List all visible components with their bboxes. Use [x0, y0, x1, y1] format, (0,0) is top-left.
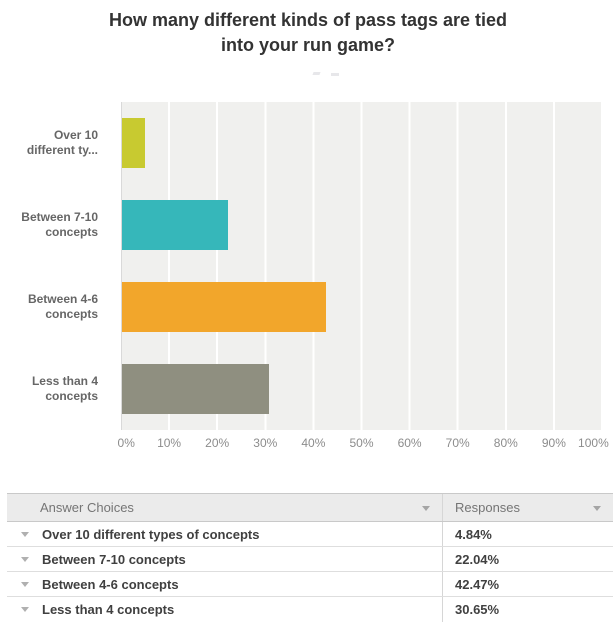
table-row: Between 4-6 concepts 42.47% [7, 572, 613, 597]
caret-down-icon[interactable] [21, 607, 29, 612]
table-header-row: Answer Choices Responses [7, 494, 613, 522]
x-axis-tick: 50% [349, 436, 374, 450]
x-axis-tick: 10% [157, 436, 182, 450]
x-axis-tick: 80% [493, 436, 518, 450]
faint-watermark [312, 70, 353, 78]
table-row: Over 10 different types of concepts 4.84… [7, 522, 613, 547]
category-label: Between 7-10 concepts [21, 210, 98, 239]
answer-cell: Between 7-10 concepts [7, 547, 443, 571]
x-axis-tick: 40% [301, 436, 326, 450]
answer-text: Over 10 different types of concepts [42, 526, 260, 542]
y-axis-category-labels: Over 10 different ty... Between 7-10 con… [0, 102, 98, 430]
bar-row [122, 348, 602, 430]
answer-cell: Between 4-6 concepts [7, 572, 443, 596]
category-label: Between 4-6 concepts [27, 292, 98, 321]
bar-row [122, 184, 602, 266]
response-cell: 22.04% [443, 547, 613, 571]
x-axis-tick: 20% [205, 436, 230, 450]
x-axis-tick: 0% [117, 436, 135, 450]
answer-choices-header[interactable]: Answer Choices [7, 494, 443, 521]
bar-row [122, 266, 602, 348]
bar-between-7-10-concepts [122, 200, 228, 250]
response-cell: 42.47% [443, 572, 613, 596]
response-value: 4.84% [455, 526, 492, 542]
table-row: Less than 4 concepts 30.65% [7, 597, 613, 622]
answer-text: Between 7-10 concepts [42, 551, 186, 567]
x-axis-tick: 70% [445, 436, 470, 450]
answer-text: Between 4-6 concepts [42, 576, 179, 592]
category-label: Less than 4 concepts [31, 374, 98, 403]
x-axis-tick: 100% [578, 436, 609, 450]
x-axis-tick: 30% [253, 436, 278, 450]
bar-less-than-4-concepts [122, 364, 270, 414]
caret-down-icon[interactable] [422, 506, 430, 511]
response-cell: 4.84% [443, 522, 613, 546]
caret-down-icon[interactable] [21, 582, 29, 587]
x-axis-tick: 90% [541, 436, 566, 450]
response-cell: 30.65% [443, 597, 613, 622]
bar-row [122, 102, 602, 184]
table-row: Between 7-10 concepts 22.04% [7, 547, 613, 572]
x-axis-tick: 60% [397, 436, 422, 450]
answer-cell: Less than 4 concepts [7, 597, 443, 622]
category-label: Over 10 different ty... [26, 128, 98, 157]
plot-area [121, 102, 602, 430]
answer-text: Less than 4 concepts [42, 602, 175, 617]
caret-down-icon[interactable] [593, 506, 601, 511]
answer-cell: Over 10 different types of concepts [7, 522, 443, 546]
response-value: 22.04% [455, 551, 500, 567]
responses-header[interactable]: Responses [443, 494, 613, 521]
bar-between-4-6-concepts [122, 282, 326, 332]
page-title: How many different kinds of pass tags ar… [108, 10, 508, 55]
answer-choices-header-label: Answer Choices [40, 500, 134, 515]
x-axis: 0% 10% 20% 30% 40% 50% 60% 70% 80% 90% 1… [117, 436, 609, 452]
caret-down-icon[interactable] [21, 557, 29, 562]
bar-chart: Over 10 different ty... Between 7-10 con… [0, 102, 616, 430]
bar-over-10-concepts [122, 118, 146, 168]
response-value: 30.65% [455, 602, 500, 617]
responses-header-label: Responses [455, 500, 521, 515]
response-value: 42.47% [455, 576, 500, 592]
results-table: Answer Choices Responses Over 10 differe… [7, 493, 613, 622]
caret-down-icon[interactable] [21, 532, 29, 537]
